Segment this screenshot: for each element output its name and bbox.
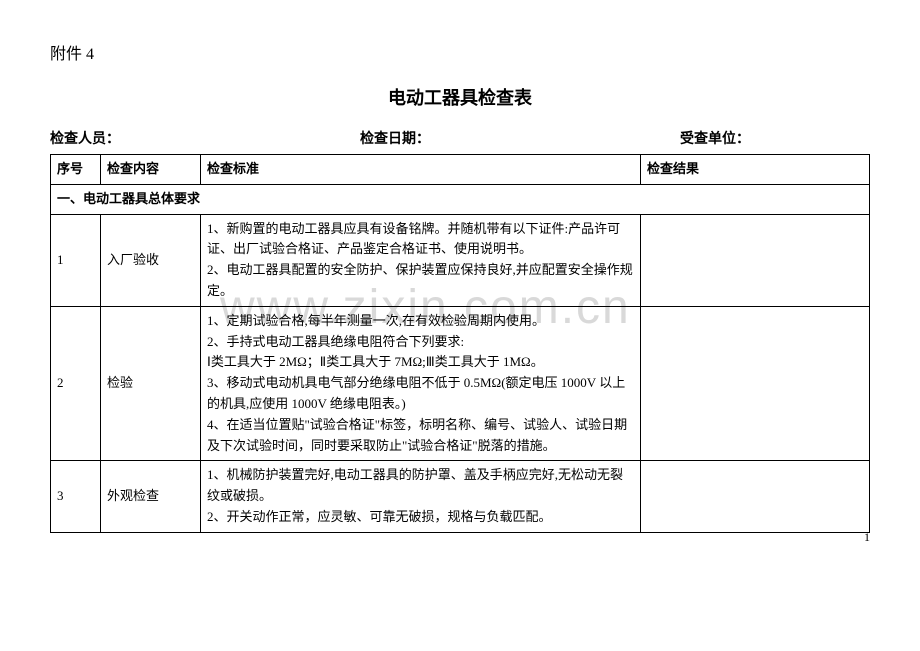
cell-res bbox=[641, 306, 870, 461]
header-idx: 序号 bbox=[51, 155, 101, 185]
page-title: 电动工器具检查表 bbox=[50, 84, 870, 110]
cell-std: 1、机械防护装置完好,电动工器具的防护罩、盖及手柄应完好,无松动无裂纹或破损。2… bbox=[201, 461, 641, 532]
section-title: 一、电动工器具总体要求 bbox=[51, 184, 870, 214]
cell-item: 入厂验收 bbox=[101, 214, 201, 306]
table-row: 2 检验 1、定期试验合格,每半年测量一次,在有效检验周期内使用。2、手持式电动… bbox=[51, 306, 870, 461]
attachment-label: 附件 4 bbox=[50, 40, 870, 64]
cell-item: 检验 bbox=[101, 306, 201, 461]
cell-res bbox=[641, 214, 870, 306]
section-row: 一、电动工器具总体要求 bbox=[51, 184, 870, 214]
header-res: 检查结果 bbox=[641, 155, 870, 185]
date-label: 检查日期： bbox=[360, 128, 680, 148]
cell-std: 1、新购置的电动工器具应具有设备铭牌。并随机带有以下证件:产品许可证、出厂试验合… bbox=[201, 214, 641, 306]
inspection-table: 序号 检查内容 检查标准 检查结果 一、电动工器具总体要求 1 入厂验收 1、新… bbox=[50, 154, 870, 533]
cell-item: 外观检查 bbox=[101, 461, 201, 532]
header-item: 检查内容 bbox=[101, 155, 201, 185]
unit-label: 受查单位： bbox=[680, 128, 870, 148]
cell-std: 1、定期试验合格,每半年测量一次,在有效检验周期内使用。2、手持式电动工器具绝缘… bbox=[201, 306, 641, 461]
header-std: 检查标准 bbox=[201, 155, 641, 185]
table-header-row: 序号 检查内容 检查标准 检查结果 bbox=[51, 155, 870, 185]
table-row: 1 入厂验收 1、新购置的电动工器具应具有设备铭牌。并随机带有以下证件:产品许可… bbox=[51, 214, 870, 306]
cell-idx: 1 bbox=[51, 214, 101, 306]
cell-idx: 2 bbox=[51, 306, 101, 461]
meta-row: 检查人员： 检查日期： 受查单位： bbox=[50, 128, 870, 148]
table-row: 3 外观检查 1、机械防护装置完好,电动工器具的防护罩、盖及手柄应完好,无松动无… bbox=[51, 461, 870, 532]
cell-idx: 3 bbox=[51, 461, 101, 532]
inspector-label: 检查人员： bbox=[50, 128, 360, 148]
cell-res bbox=[641, 461, 870, 532]
